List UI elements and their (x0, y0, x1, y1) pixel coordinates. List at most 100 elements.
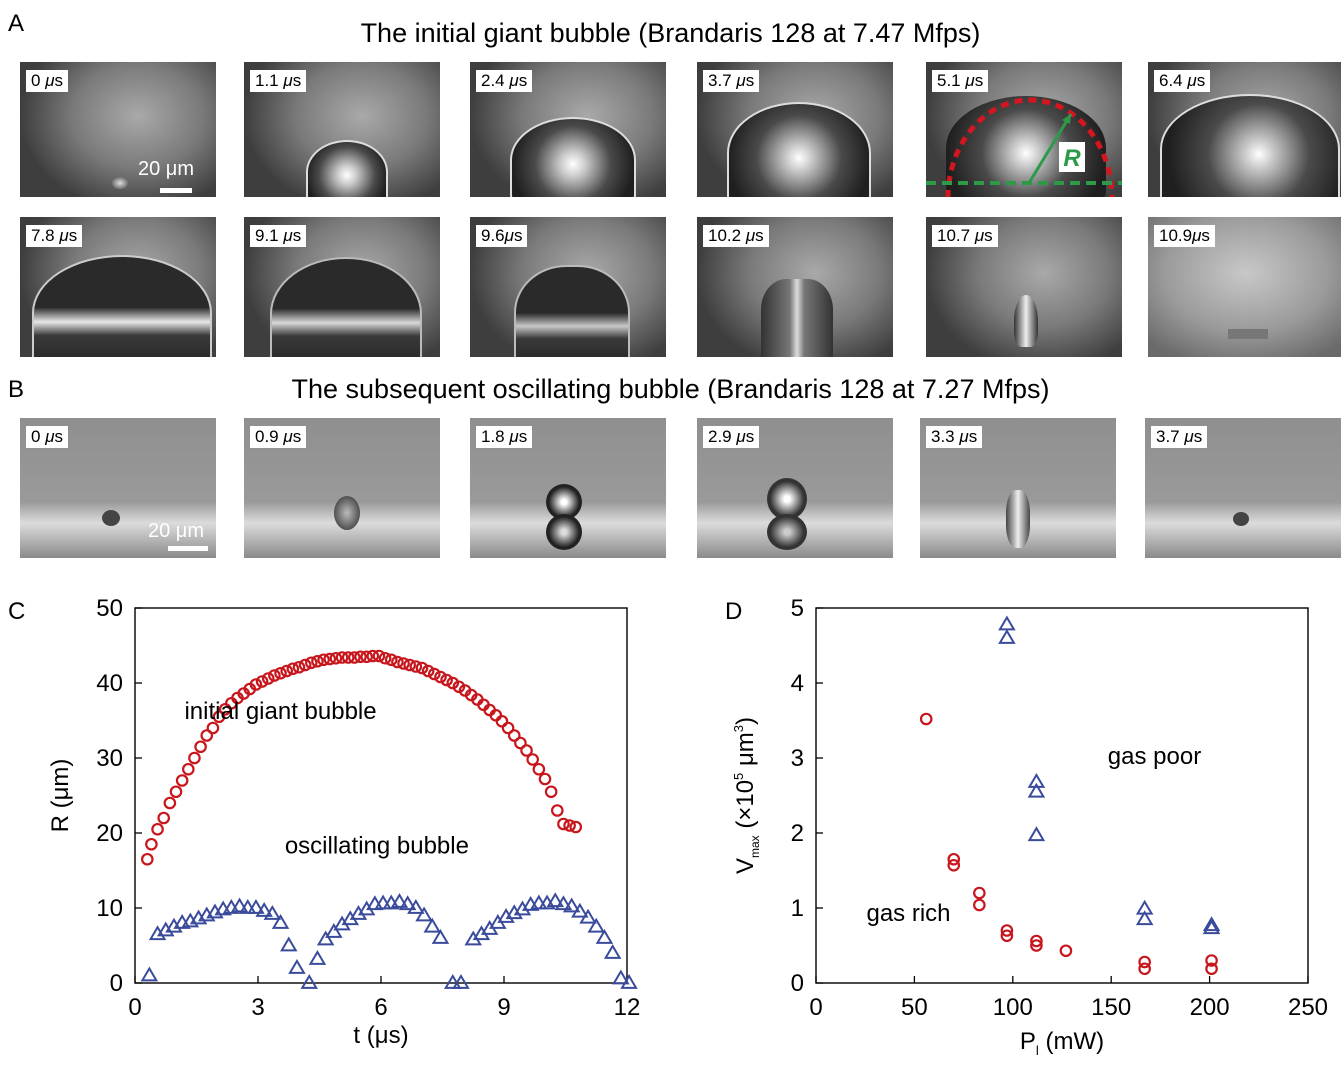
oscillating-bubble-point (579, 908, 597, 924)
gas-poor-point (1135, 910, 1154, 926)
giant-bubble-point (261, 672, 275, 685)
frame-image: 0.9 μs (244, 418, 440, 558)
frame-image: 9.1 μs (244, 217, 440, 357)
frame-image: 6.4 μs (1148, 62, 1341, 197)
oscillating-bubble-point (374, 894, 392, 910)
x-tick-label: 50 (901, 994, 928, 1021)
oscillating-bubble-point (280, 936, 298, 952)
oscillating-bubble-point (612, 969, 630, 985)
giant-bubble-point (182, 762, 195, 776)
gas-rich-point (1030, 934, 1043, 948)
chart-volume-vs-power: 0 50 100 150 200 250 0 1 2 3 4 5 Pl (mW) Vmax (×105 μ… (731, 595, 1328, 1058)
oscillating-bubble-point (423, 917, 441, 933)
row-b-title: The subsequent oscillating bubble (Brand… (291, 374, 1050, 404)
giant-bubble-point (305, 656, 318, 670)
gas-rich-point (1205, 954, 1218, 967)
frame-image: 2.9 μs (697, 418, 893, 558)
y-tick-label: 1 (791, 895, 804, 922)
frame-image: 1.1 μs (244, 62, 440, 197)
giant-bubble-point (140, 852, 154, 866)
giant-bubble-point (200, 729, 214, 742)
frame-image: R 5.1 μs (926, 62, 1122, 197)
y-tick-label: 2 (791, 820, 804, 847)
gas-rich-point (1205, 962, 1218, 976)
oscillating-bubble-point (571, 902, 589, 918)
giant-bubble-point (341, 651, 355, 664)
gas-rich-point (1059, 944, 1073, 958)
oscillating-bubble-point (530, 894, 548, 910)
oscillating-bubble-point (554, 895, 573, 911)
frame-time-label: 9.6μs (476, 225, 528, 247)
giant-bubble-point (329, 651, 343, 665)
oscillating-bubble-point (595, 929, 614, 944)
oscillating-bubble-point (546, 892, 564, 908)
giant-bubble-point (427, 667, 441, 681)
x-tick-label: 6 (374, 994, 387, 1021)
giant-bubble-point (286, 662, 300, 676)
gas-poor-point (1027, 782, 1046, 798)
y-tick-label: 5 (791, 595, 804, 622)
y-tick-label: 4 (791, 670, 804, 697)
giant-bubble-point (501, 721, 515, 735)
giant-bubble-point (335, 651, 349, 664)
frame-image: 1.8 μs (470, 418, 666, 558)
giant-bubble-point (366, 649, 380, 663)
giant-bubble-point (384, 653, 398, 667)
giant-bubble-point (274, 666, 287, 680)
giant-bubble-point (532, 762, 546, 776)
gas-poor-point (1027, 826, 1046, 842)
panel-label-a: A (8, 10, 25, 37)
giant-bubble-point (507, 729, 521, 742)
giant-bubble-point (354, 650, 367, 664)
giant-bubble-point (249, 678, 263, 691)
giant-bubble-point (311, 654, 324, 668)
frame-time-label: 10.9μs (1154, 225, 1215, 247)
giant-bubble-point (397, 657, 410, 670)
giant-bubble-point (563, 819, 576, 832)
gas-rich-point (947, 852, 961, 866)
oscillating-bubble-point (415, 906, 433, 922)
frame-image: 0 μs 20 μm (20, 418, 216, 558)
x-tick-label: 12 (614, 994, 641, 1021)
giant-bubble-point (360, 650, 373, 664)
frame-time-label: 5.1 μs (932, 70, 989, 92)
gas-rich-point (1138, 962, 1151, 976)
oscillating-bubble-point (398, 895, 417, 911)
oscillating-bubble-point (431, 929, 450, 944)
giant-bubble-point (163, 796, 177, 810)
oscillating-bubble-point (407, 899, 425, 914)
giant-bubble-point (145, 837, 158, 851)
gas-poor-point (998, 615, 1016, 631)
x-tick-label: 9 (497, 994, 510, 1021)
frame-image: 2.4 μs (470, 62, 666, 197)
frame-image: 10.2 μs (697, 217, 893, 357)
oscillating-bubble-point (325, 923, 343, 938)
x-tick-label: 150 (1091, 994, 1131, 1021)
x-tick-label: 100 (993, 994, 1033, 1021)
y-axis-label: Vmax (×105 μm3) (731, 717, 762, 874)
oscillating-bubble-point (140, 966, 159, 982)
giant-bubble-point (538, 772, 552, 786)
oscillating-bubble-point (300, 974, 318, 989)
plot-frame (815, 607, 1309, 984)
frame-image: 3.7 μs (697, 62, 893, 197)
radius-label: R (1063, 145, 1081, 172)
frame-time-label: 3.7 μs (703, 70, 760, 92)
giant-bubble-point (194, 740, 207, 754)
y-tick-label: 10 (96, 895, 123, 922)
giant-bubble-point (298, 658, 312, 672)
gas-poor-point (1027, 773, 1046, 788)
y-tick-label: 40 (96, 670, 123, 697)
x-tick-label: 250 (1288, 994, 1328, 1021)
giant-bubble-point (514, 736, 527, 750)
oscillating-bubble-point (603, 944, 622, 959)
y-tick-label: 3 (791, 745, 804, 772)
giant-bubble-point (409, 660, 423, 673)
oscillating-bubble-point (587, 917, 605, 933)
giant-bubble-point (206, 721, 220, 735)
giant-bubble-point (446, 676, 460, 690)
frame-time-label: 0 μs (26, 426, 69, 448)
giant-bubble-point (212, 710, 226, 724)
giant-bubble-point (169, 785, 183, 799)
oscillating-bubble-point (308, 950, 327, 965)
